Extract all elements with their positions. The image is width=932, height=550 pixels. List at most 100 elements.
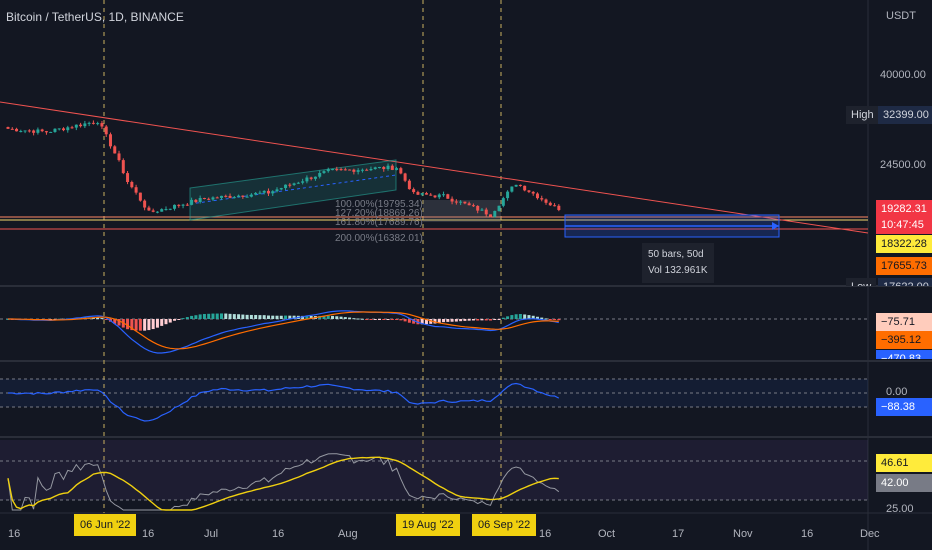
time-tick: 16 (801, 528, 814, 540)
time-highlight: 19 Aug '22 (396, 514, 460, 536)
candle-body (412, 189, 416, 193)
candle-body (292, 183, 296, 185)
candle-body (279, 188, 283, 190)
macd-histogram-bar (104, 319, 108, 320)
candle-body (382, 167, 386, 170)
macd-histogram-bar (535, 316, 539, 319)
candle-body (356, 170, 360, 172)
candle-body (446, 194, 450, 199)
macd-histogram-bar (390, 319, 394, 320)
macd-histogram-bar (531, 315, 535, 319)
candle-body (117, 153, 121, 161)
macd-histogram-bar (241, 314, 245, 319)
macd-histogram-bar (134, 319, 138, 331)
candle-body (305, 177, 309, 182)
candle-body (66, 127, 70, 131)
macd-histogram-bar (130, 319, 134, 331)
candle-body (301, 181, 305, 183)
cci-line (8, 382, 560, 422)
cci-zero-tick: 0.00 (886, 386, 908, 398)
macd-line-label: −470.83 (876, 350, 932, 359)
candle-body (40, 129, 44, 132)
candle-body (220, 195, 223, 198)
time-tick: 16 (142, 528, 155, 540)
candle-body (262, 190, 266, 193)
candle-body (151, 210, 155, 212)
candle-body (202, 198, 206, 200)
candle-body (237, 195, 241, 198)
trend-line[interactable] (0, 101, 869, 234)
macd-histogram-bar (553, 319, 557, 320)
candle-body (510, 186, 514, 192)
candle-body (326, 169, 330, 172)
candle-body (130, 182, 134, 188)
candle-body (420, 193, 424, 195)
candle-body (74, 124, 78, 128)
macd-histogram-bar (190, 315, 194, 319)
candle-body (87, 122, 91, 124)
candle-body (284, 184, 288, 189)
macd-histogram-bar (292, 315, 296, 319)
macd-histogram-bar (211, 313, 215, 319)
time-tick: Aug (338, 528, 358, 540)
candle-body (96, 123, 100, 125)
candle-body (518, 184, 522, 186)
candle-body (271, 191, 275, 194)
candle-body (245, 196, 249, 198)
candle-body (557, 205, 561, 210)
candle-body (138, 192, 142, 201)
candle-body (390, 165, 394, 170)
candle-body (454, 201, 458, 203)
candle-body (471, 205, 475, 207)
candle-body (399, 168, 403, 174)
candle-body (540, 198, 544, 200)
candle-body (207, 198, 211, 200)
macd-histogram-bar (173, 319, 177, 321)
candle-body (62, 128, 66, 131)
macd-histogram-bar (416, 319, 420, 325)
time-tick: Oct (598, 528, 616, 540)
macd-histogram-bar (113, 319, 117, 324)
candle-body (331, 169, 335, 171)
macd-histogram-bar (194, 315, 198, 319)
cci-indicator (8, 382, 560, 422)
macd-histogram-bar (489, 319, 493, 321)
price-tick: 40000.00 (880, 69, 926, 81)
candle-body (83, 123, 87, 127)
macd-histogram-bar (523, 314, 527, 319)
rsi-ma-label: 46.61 (876, 454, 932, 472)
macd-histogram-bar (476, 319, 480, 321)
candle-body (437, 194, 441, 198)
macd-histogram-bar (484, 319, 488, 321)
channel-midline (189, 174, 397, 205)
currency-label: USDT (886, 10, 916, 22)
fib-label: 100.00%(19795.34) (335, 199, 423, 210)
candle-body (36, 129, 40, 133)
macd-histogram-bar (220, 313, 223, 319)
macd-signal-line (8, 311, 559, 350)
macd-histogram-bar (177, 319, 181, 320)
cci-value-label: −88.38 (876, 398, 932, 416)
candle-body (313, 176, 317, 179)
candle-body (211, 197, 215, 200)
candle-body (296, 182, 300, 184)
macd-histogram-bar (207, 313, 211, 319)
macd-histogram-bar (356, 318, 360, 320)
candle-body (168, 208, 172, 210)
candle-body (147, 207, 151, 211)
macd-histogram-bar (403, 319, 407, 322)
macd-histogram-bar (493, 319, 497, 320)
candle-body (335, 169, 339, 171)
candle-body (181, 204, 185, 206)
macd-histogram-bar (100, 318, 104, 320)
time-tick: Jul (204, 528, 219, 540)
macd-histogram-bar (506, 316, 510, 319)
level-2-label: 17655.73 (876, 257, 932, 275)
high-label: High (846, 106, 879, 124)
current-price-label: 19282.31 (876, 200, 932, 218)
macd-histogram-bar (454, 319, 458, 322)
macd-line (8, 310, 559, 354)
fib-extension-box[interactable] (423, 200, 501, 222)
macd-histogram-bar (548, 319, 552, 320)
